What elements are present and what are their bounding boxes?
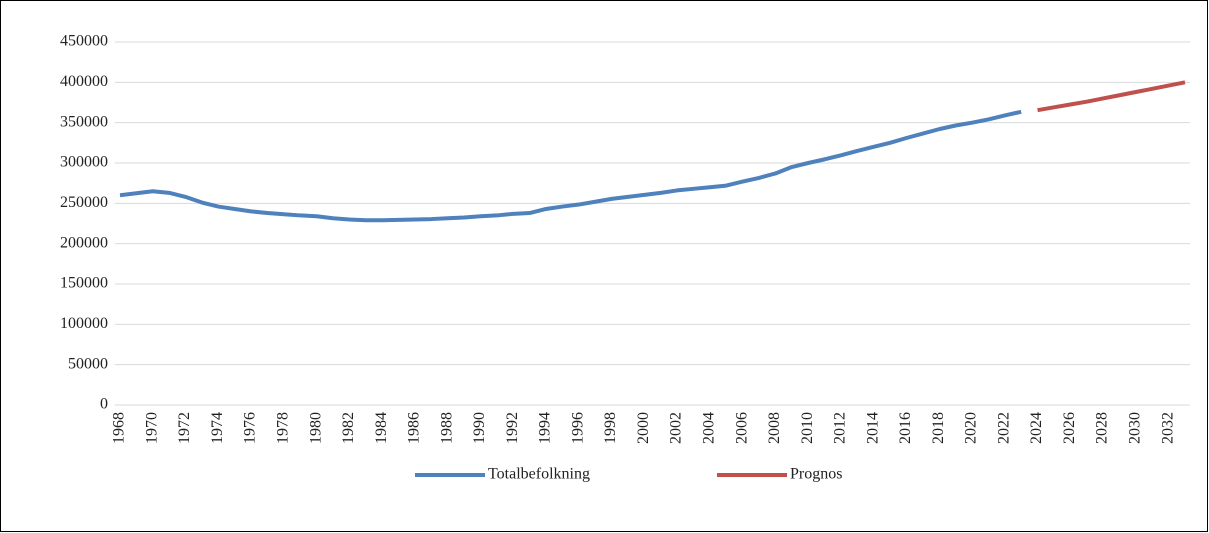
x-tick-label: 2002 — [668, 412, 685, 444]
x-tick-label: 2028 — [1094, 412, 1111, 444]
y-tick-label: 300000 — [60, 154, 108, 171]
x-tick-label: 1996 — [569, 412, 586, 444]
x-tick-label: 2026 — [1061, 412, 1078, 444]
x-tick-label: 2014 — [864, 412, 881, 444]
x-tick-label: 2006 — [733, 412, 750, 444]
x-tick-label: 2018 — [930, 412, 947, 444]
x-tick-label: 2022 — [995, 412, 1012, 444]
legend-label: Totalbefolkning — [488, 466, 590, 483]
x-tick-label: 1978 — [275, 412, 292, 444]
y-tick-label: 250000 — [60, 194, 108, 211]
x-tick-label: 2010 — [799, 412, 816, 444]
x-tick-label: 2020 — [963, 412, 980, 444]
y-tick-label: 50000 — [68, 355, 108, 372]
x-tick-label: 1972 — [176, 412, 193, 444]
x-tick-label: 1988 — [438, 412, 455, 444]
x-tick-label: 1980 — [307, 412, 324, 444]
line-series — [1037, 80, 1186, 113]
x-tick-label: 1984 — [373, 412, 390, 444]
x-tick-label: 1974 — [209, 412, 226, 444]
x-tick-label: 1990 — [471, 412, 488, 444]
x-tick-label: 1970 — [143, 412, 160, 444]
x-tick-label: 2008 — [766, 412, 783, 444]
x-tick-label: 1976 — [242, 412, 259, 444]
y-tick-label: 150000 — [60, 275, 108, 292]
x-tick-label: 1982 — [340, 412, 357, 444]
line-series — [119, 109, 1022, 223]
x-tick-label: 2000 — [635, 412, 652, 444]
x-tick-label: 2016 — [897, 412, 914, 444]
x-tick-label: 2004 — [701, 412, 718, 444]
y-tick-label: 0 — [100, 396, 108, 413]
x-tick-label: 1992 — [504, 412, 521, 444]
x-tick-label: 1994 — [537, 412, 554, 444]
y-tick-label: 450000 — [60, 33, 108, 50]
y-tick-label: 200000 — [60, 234, 108, 251]
legend-label: Prognos — [790, 466, 842, 483]
x-tick-label: 1968 — [111, 412, 128, 444]
x-tick-label: 2012 — [832, 412, 849, 444]
x-tick-label: 1986 — [406, 412, 423, 444]
x-tick-label: 2030 — [1127, 412, 1144, 444]
x-tick-label: 2032 — [1159, 412, 1176, 444]
y-tick-label: 350000 — [60, 113, 108, 130]
y-tick-label: 100000 — [60, 315, 108, 332]
x-tick-label: 1998 — [602, 412, 619, 444]
y-tick-label: 400000 — [60, 73, 108, 90]
x-tick-label: 2024 — [1028, 412, 1045, 444]
